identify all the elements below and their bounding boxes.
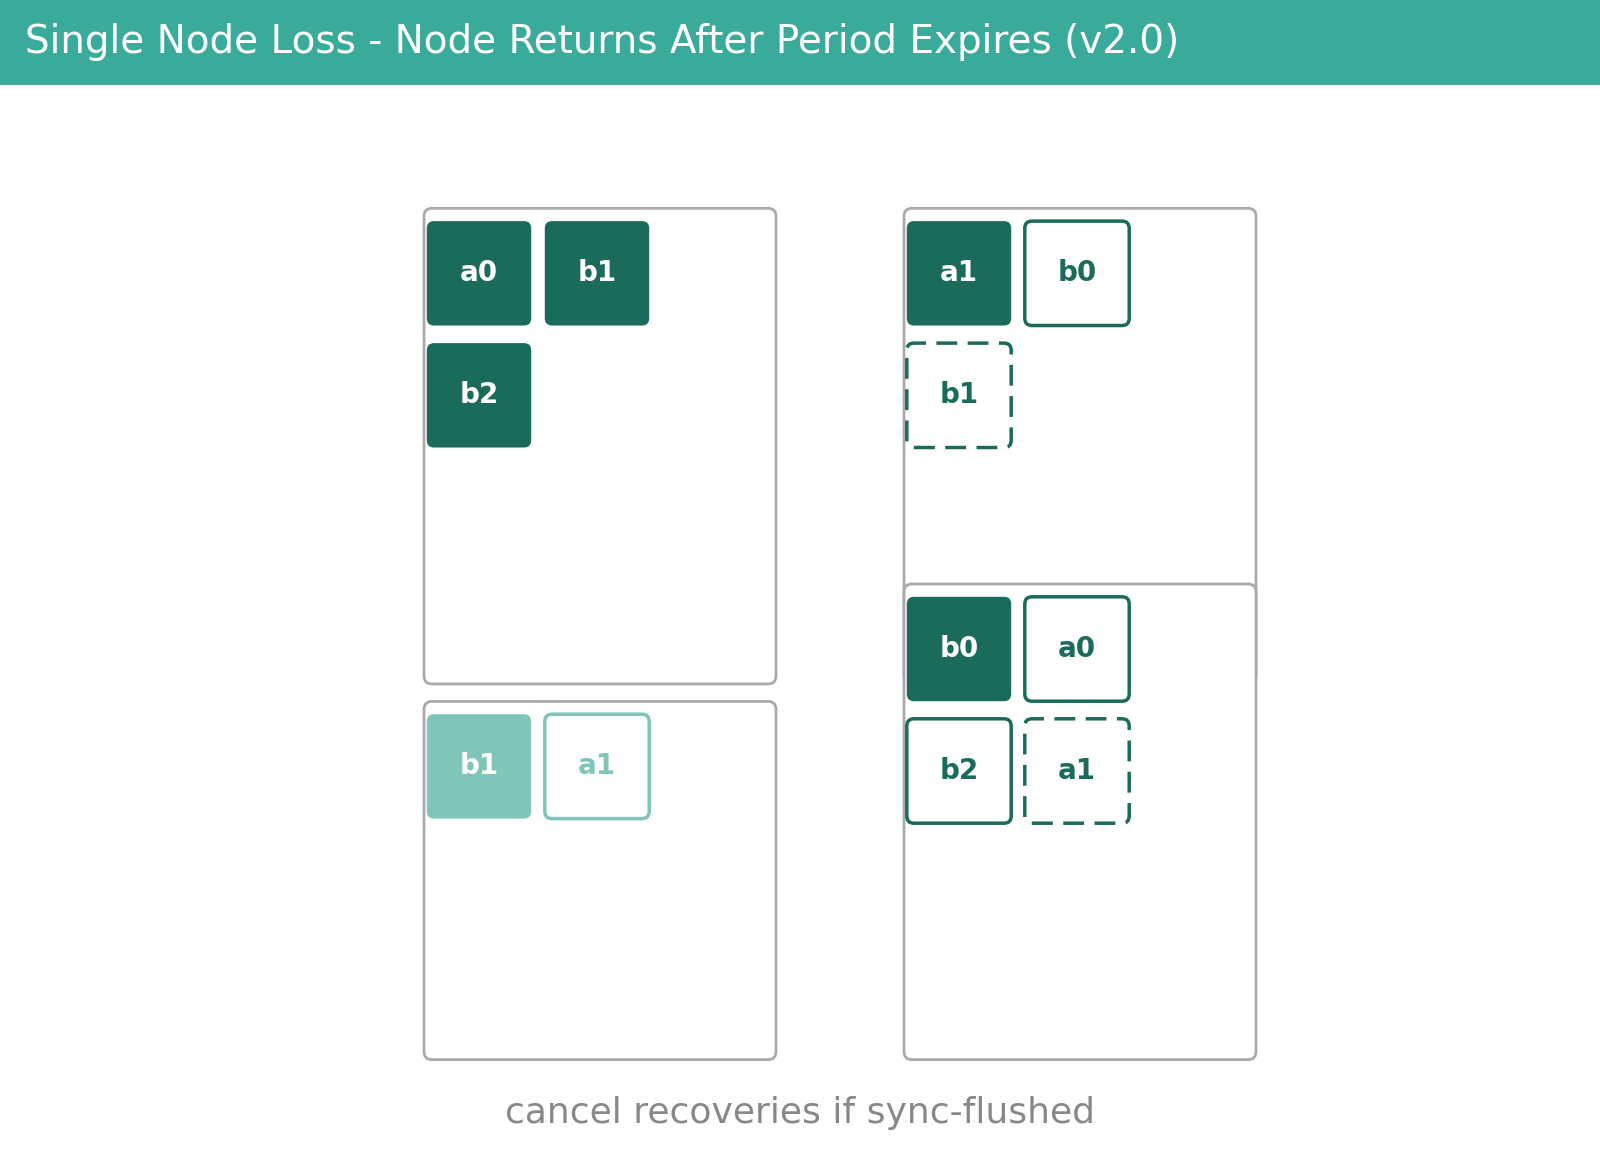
FancyBboxPatch shape <box>904 208 1256 684</box>
Text: a1: a1 <box>1058 757 1096 785</box>
FancyBboxPatch shape <box>904 583 1256 1060</box>
FancyBboxPatch shape <box>907 343 1011 447</box>
Text: node2: node2 <box>1042 239 1118 263</box>
FancyBboxPatch shape <box>907 718 1011 823</box>
FancyBboxPatch shape <box>907 221 1011 325</box>
FancyBboxPatch shape <box>1026 221 1130 325</box>
Text: cancel recoveries if sync-flushed: cancel recoveries if sync-flushed <box>506 1097 1094 1129</box>
Text: b0: b0 <box>1058 259 1096 288</box>
Text: b2: b2 <box>459 382 499 410</box>
Bar <box>0 0 1600 85</box>
FancyBboxPatch shape <box>424 701 776 1060</box>
FancyBboxPatch shape <box>544 714 650 818</box>
FancyBboxPatch shape <box>424 208 776 684</box>
Text: Single Node Loss - Node Returns After Period Expires (v2.0): Single Node Loss - Node Returns After Pe… <box>26 23 1179 61</box>
Text: b2: b2 <box>939 757 979 785</box>
FancyBboxPatch shape <box>427 714 531 818</box>
Text: b1: b1 <box>939 382 979 410</box>
Text: node3: node3 <box>562 733 638 756</box>
Text: a1: a1 <box>578 753 616 781</box>
Text: node1: node1 <box>562 239 638 263</box>
FancyBboxPatch shape <box>907 596 1011 701</box>
FancyBboxPatch shape <box>1026 596 1130 701</box>
Text: b0: b0 <box>939 635 979 663</box>
FancyBboxPatch shape <box>427 221 531 325</box>
FancyBboxPatch shape <box>1026 718 1130 823</box>
Text: a0: a0 <box>1058 635 1096 663</box>
Text: node4: node4 <box>1042 615 1118 639</box>
Text: b1: b1 <box>578 259 616 288</box>
Text: a1: a1 <box>941 259 978 288</box>
Text: a0: a0 <box>459 259 498 288</box>
FancyBboxPatch shape <box>544 221 650 325</box>
FancyBboxPatch shape <box>427 343 531 447</box>
Text: b1: b1 <box>459 753 499 781</box>
